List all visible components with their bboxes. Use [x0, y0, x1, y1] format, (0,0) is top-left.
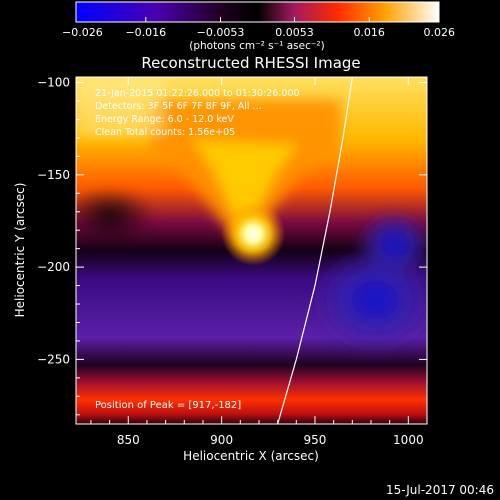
info-time-range: 21-Jan-2015 01:22:26.000 to 01:30:26.000 — [95, 88, 300, 99]
plot-frame — [75, 76, 428, 425]
colorbar-frame — [75, 1, 440, 23]
x-axis: 850 900 950 1000 — [90, 77, 428, 447]
x-tick-label: 850 — [117, 433, 140, 447]
y-tick-label: −150 — [37, 168, 70, 182]
colorbar-gradient — [76, 2, 439, 22]
solar-limb-line — [277, 77, 353, 424]
heatmap-core — [190, 140, 300, 240]
colorbar-tick-label: 0.0053 — [275, 26, 314, 39]
peak-emission — [221, 201, 286, 266]
y-tick-label: −200 — [37, 260, 70, 274]
colorbar: −0.026 −0.016 −0.0053 0.0053 0.016 0.026 (pho… — [62, 1, 455, 52]
colorbar-tick-label: 0.016 — [353, 26, 385, 39]
y-tick-label: −100 — [37, 76, 70, 90]
heatmap-bright-corner — [76, 77, 166, 137]
peak-position-label: Position of Peak = [917,-182] — [95, 400, 241, 411]
info-block: 21-Jan-2015 01:22:26.000 to 01:30:26.000… — [95, 88, 300, 138]
colorbar-tick-label: −0.0053 — [197, 26, 245, 39]
info-detectors: Detectors: 3F 5F 6F 7F 8F 9F, All ... — [95, 101, 262, 112]
colorbar-tick-label: −0.026 — [62, 26, 103, 39]
x-tick-label: 1000 — [393, 433, 424, 447]
y-axis-label: Heliocentric Y (arcsec) — [13, 183, 27, 318]
x-tick-label: 950 — [304, 433, 327, 447]
colorbar-tick-label: 0.026 — [424, 26, 456, 39]
x-tick-label: 900 — [210, 433, 233, 447]
y-tick-label: −250 — [37, 352, 70, 366]
colorbar-unit-label: (photons cm⁻² s⁻¹ asec⁻²) — [189, 40, 324, 52]
x-axis-label: Heliocentric X (arcsec) — [183, 449, 319, 463]
info-clean-counts: Clean Total counts: 1.56e+05 — [95, 127, 235, 138]
footer-date: 15-Jul-2017 00:46 — [386, 483, 494, 497]
y-axis: −100 −150 −200 −250 — [37, 76, 427, 416]
heatmap-blue-region-upper — [355, 210, 427, 280]
heatmap-dark-pocket — [76, 187, 155, 243]
colorbar-tick-label: −0.016 — [125, 26, 166, 39]
chart-title: Reconstructed RHESSI Image — [141, 54, 360, 72]
colorbar-ticks: −0.026 −0.016 −0.0053 0.0053 0.016 0.026 — [62, 17, 455, 39]
info-energy-range: Energy Range: 6.0 - 12.0 keV — [95, 114, 234, 125]
heatmap-area — [76, 77, 427, 424]
